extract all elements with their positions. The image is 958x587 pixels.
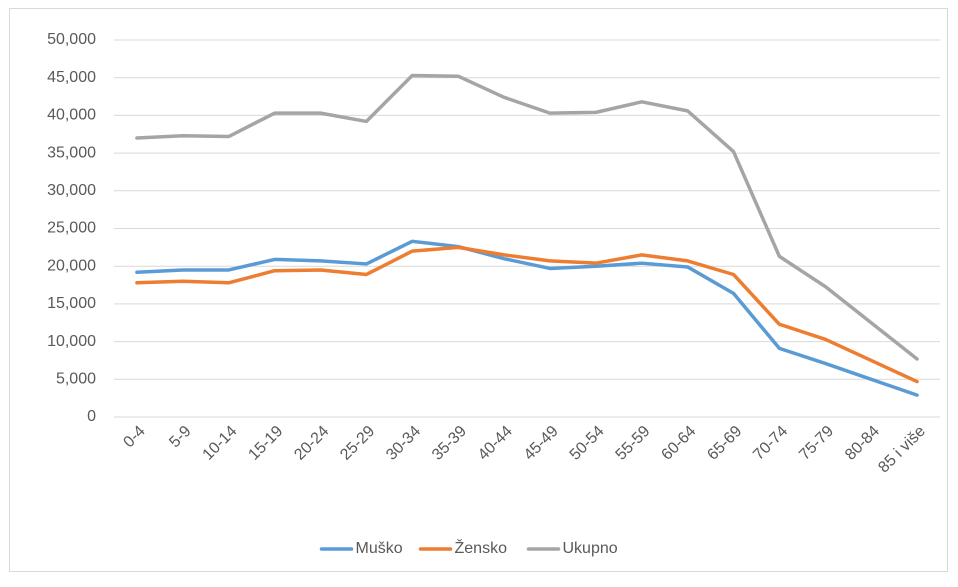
legend-label: Žensko <box>455 538 508 557</box>
y-tick-label: 0 <box>87 408 96 425</box>
y-tick-label: 35,000 <box>47 144 96 161</box>
y-tick-label: 15,000 <box>47 295 96 312</box>
y-tick-label: 5,000 <box>56 371 96 388</box>
series-line <box>135 73 919 361</box>
legend-label: Muško <box>356 540 403 557</box>
y-tick-label: 45,000 <box>47 69 96 86</box>
series-line <box>135 245 919 384</box>
y-tick-label: 40,000 <box>47 107 96 124</box>
y-tick-label: 20,000 <box>47 257 96 274</box>
chart-border <box>9 8 948 572</box>
y-tick-label: 50,000 <box>47 31 96 48</box>
y-tick-label: 10,000 <box>47 333 96 350</box>
y-tick-label: 25,000 <box>47 220 96 237</box>
series-line <box>135 239 919 397</box>
legend-label: Ukupno <box>563 540 618 557</box>
y-tick-label: 30,000 <box>47 182 96 199</box>
